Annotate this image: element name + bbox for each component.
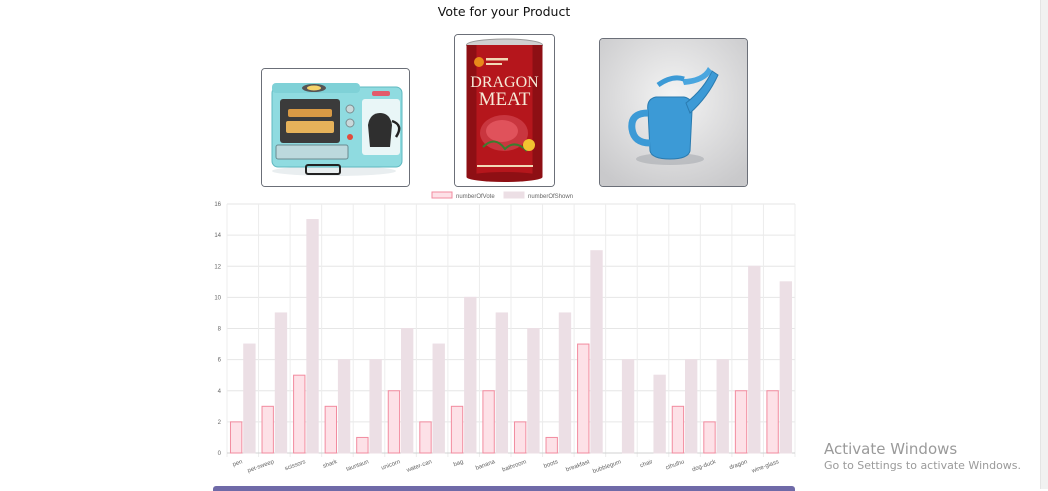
bar-numberOfShown: [243, 343, 256, 454]
bar-numberOfShown: [716, 359, 729, 454]
x-tick-label: pet-sweep: [247, 459, 276, 474]
bar-numberOfVote: [482, 390, 495, 454]
bar-numberOfVote: [450, 405, 464, 454]
can-label-line1: DRAGON: [470, 74, 539, 91]
x-tick-label: bubblegum: [592, 459, 622, 475]
x-tick-label: wine-glass: [750, 459, 780, 475]
product-card-dragon[interactable]: DRAGON MEAT: [454, 34, 555, 187]
y-tick-label: 4: [218, 389, 222, 395]
watermark-title: Activate Windows: [824, 440, 958, 458]
bar-numberOfVote: [577, 343, 590, 454]
bar-numberOfShown: [401, 328, 414, 454]
legend-swatch: [431, 191, 453, 199]
y-tick-label: 10: [214, 295, 221, 301]
x-tick-label: breakfast: [565, 459, 591, 473]
bar-numberOfShown: [590, 250, 603, 454]
y-tick-label: 12: [214, 264, 221, 270]
x-tick-label: cthulhu: [665, 459, 685, 471]
bar-numberOfVote: [734, 390, 748, 454]
x-tick-label: bag: [453, 459, 464, 468]
x-tick-label: dog-duck: [692, 459, 718, 473]
watermark-subtitle: Go to Settings to activate Windows.: [824, 459, 1022, 472]
page-scrollbar[interactable]: [1040, 0, 1048, 489]
bar-numberOfVote: [703, 421, 716, 454]
x-tick-label: chair: [639, 459, 653, 469]
bar-numberOfShown: [779, 281, 793, 454]
bar-numberOfShown: [621, 359, 635, 454]
bar-numberOfVote: [671, 405, 685, 454]
windows-activation-watermark: Activate Windows Go to Settings to activ…: [824, 440, 1021, 474]
x-tick-label: scissors: [284, 459, 306, 472]
x-tick-label: dragon: [729, 459, 749, 471]
can-label-line2: MEAT: [479, 89, 531, 110]
x-tick-label: banana: [475, 459, 496, 472]
votes-bar-chart: 0 2 4 6 8 10 12 14 16 pen pet-sweep scissors shark ta…: [214, 191, 796, 475]
x-tick-label: unicorn: [381, 459, 402, 471]
page-title: Vote for your Product: [437, 4, 571, 19]
x-tick-label: boots: [543, 459, 559, 470]
bar-numberOfVote: [766, 390, 779, 454]
product-card-breakfast[interactable]: [261, 68, 410, 187]
breakfast-oven-image: [262, 69, 409, 186]
bar-numberOfShown: [495, 312, 509, 454]
bar-numberOfShown: [527, 328, 540, 454]
x-tick-label: bathroom: [502, 459, 528, 473]
x-tick-label: water-can: [405, 459, 433, 474]
y-tick-label: 16: [214, 202, 221, 208]
bar-numberOfVote: [293, 374, 306, 454]
bar-numberOfShown: [558, 312, 572, 454]
bar-numberOfVote: [387, 390, 401, 454]
bar-numberOfVote: [229, 421, 243, 454]
bar-numberOfShown: [337, 359, 351, 454]
legend-label: numberOfShown: [528, 194, 573, 200]
bar-numberOfShown: [464, 296, 477, 454]
bar-numberOfVote: [513, 421, 527, 454]
bar-numberOfShown: [748, 265, 761, 454]
x-tick-label: tauntaun: [346, 459, 370, 473]
bar-numberOfShown: [369, 359, 382, 454]
y-tick-label: 14: [214, 233, 221, 239]
bar-numberOfVote: [419, 421, 432, 454]
legend-swatch: [503, 191, 525, 199]
x-tick-label: shark: [322, 459, 339, 470]
y-tick-label: 8: [218, 327, 222, 333]
legend-label: numberOfVote: [456, 194, 495, 200]
product-card-water-can[interactable]: [599, 38, 748, 187]
bar-numberOfVote: [356, 436, 369, 454]
bar-numberOfShown: [306, 219, 319, 454]
bar-numberOfShown: [274, 312, 288, 454]
dragon-meat-can-image: DRAGON MEAT: [455, 35, 554, 186]
bar-numberOfShown: [685, 359, 698, 454]
bar-numberOfShown: [432, 343, 445, 454]
bar-numberOfShown: [653, 374, 666, 454]
watering-can-image: [600, 39, 747, 186]
x-tick-label: pen: [232, 459, 243, 468]
bar-numberOfVote: [545, 436, 558, 454]
bar-numberOfVote: [324, 405, 337, 454]
bar-numberOfVote: [261, 405, 274, 454]
y-tick-label: 0: [218, 451, 222, 457]
y-tick-label: 2: [218, 420, 222, 426]
y-tick-label: 6: [218, 358, 222, 364]
